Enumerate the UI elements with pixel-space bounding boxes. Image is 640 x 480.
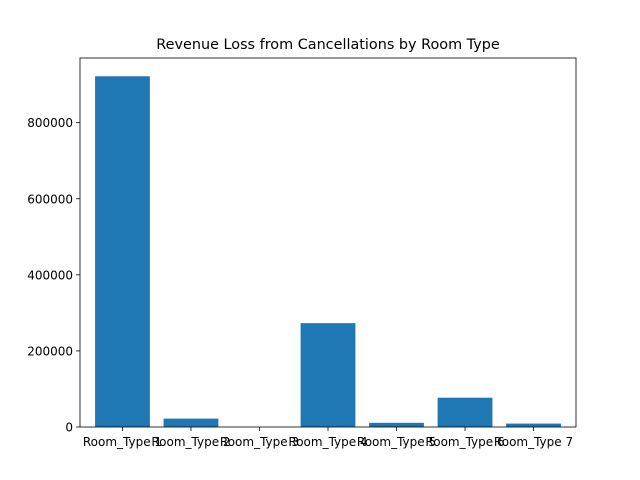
bar-5 [369,422,424,427]
bar-4 [300,323,356,427]
y-tick-label-0: 0 [65,421,73,435]
x-tick-label-5: Room_Type 5 [357,435,436,449]
y-axis-ticks: 0 200000 400000 600000 800000 [27,116,80,435]
bar-1 [95,76,150,427]
y-tick-label-1: 200000 [27,344,73,358]
plot-frame [79,57,577,428]
x-tick-label-1: Room_Type 1 [83,435,162,449]
x-tick-label-7: Room_Type 7 [494,435,573,449]
x-tick-label-3: Room_Type 3 [220,435,299,449]
bar-7 [506,423,561,427]
bars-group [95,76,561,427]
y-tick-label-3: 600000 [27,192,73,206]
chart-title: Revenue Loss from Cancellations by Room … [156,37,500,53]
y-tick-label-2: 400000 [27,268,73,282]
x-tick-label-4: Room_Type 4 [288,435,367,449]
x-tick-label-2: Room_Type 2 [151,435,230,449]
bar-2 [163,418,219,427]
x-tick-label-6: Room_Type 6 [425,435,504,449]
y-tick-label-4: 800000 [27,116,73,130]
bar-6 [437,397,493,427]
